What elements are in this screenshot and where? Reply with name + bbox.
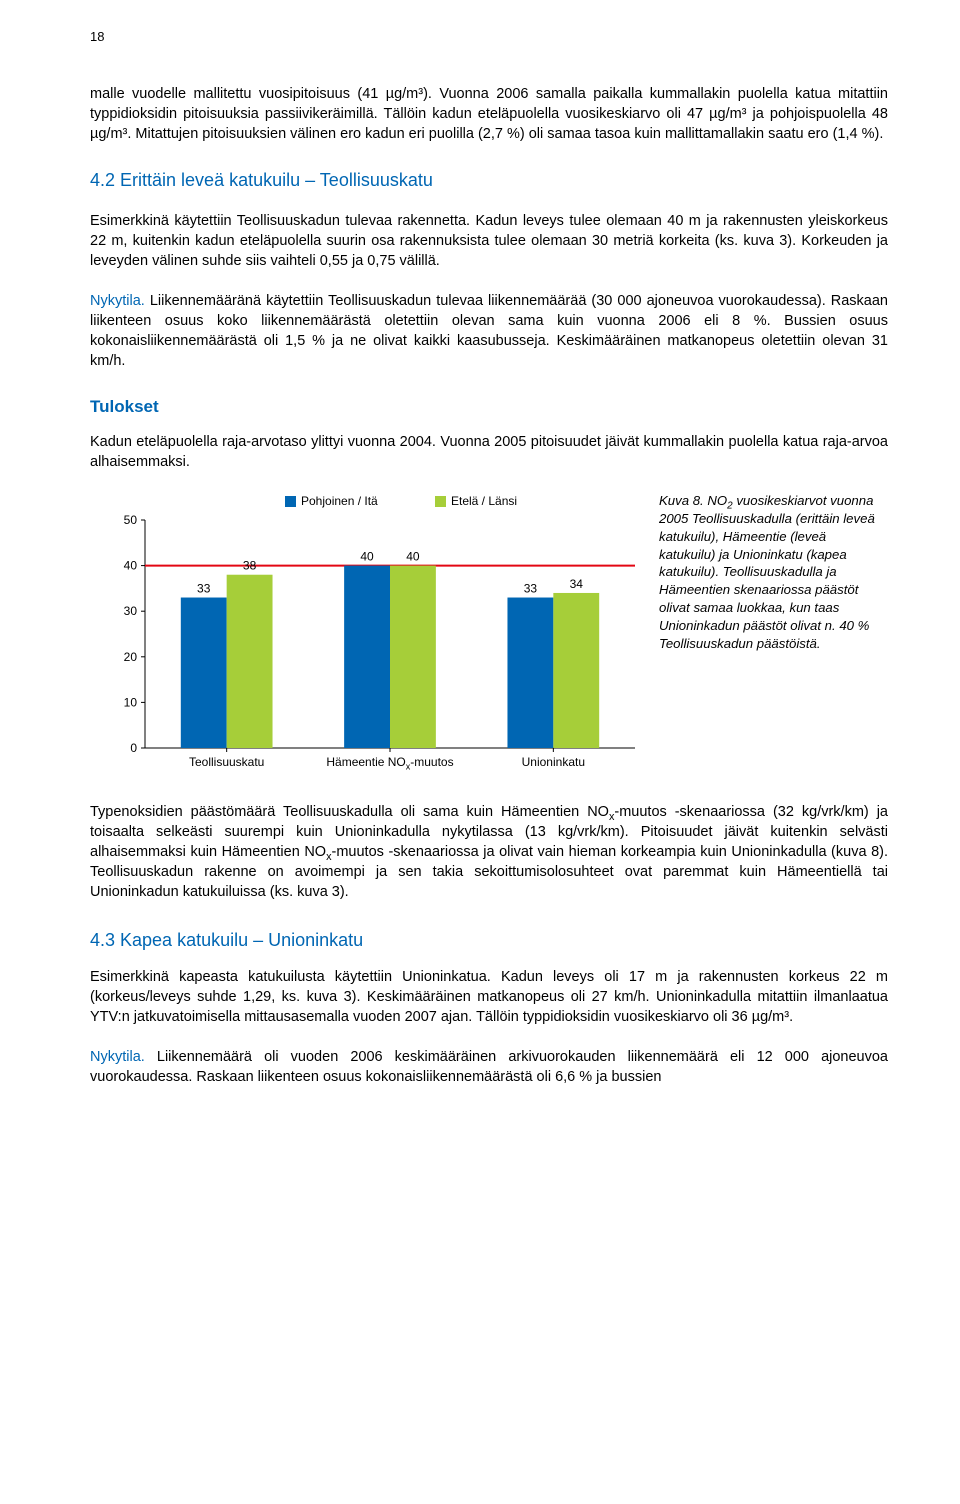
tulokset-heading: Tulokset (90, 395, 888, 418)
svg-text:0: 0 (130, 741, 137, 755)
chart-block: Pohjoinen / ItäEtelä / Länsi01020304050N… (90, 492, 888, 782)
svg-text:10: 10 (124, 696, 138, 710)
svg-text:30: 30 (124, 604, 138, 618)
svg-text:Etelä / Länsi: Etelä / Länsi (451, 494, 517, 508)
svg-text:Pohjoinen / Itä: Pohjoinen / Itä (301, 494, 378, 508)
section-4-3-title: 4.3 Kapea katukuilu – Unioninkatu (90, 928, 888, 953)
nykytila-lead-43: Nykytila. (90, 1049, 145, 1065)
paragraph-after-chart: Typenoksidien päästömäärä Teollisuuskadu… (90, 802, 888, 902)
paragraph-tulokset: Kadun eteläpuolella raja-arvotaso ylitty… (90, 432, 888, 472)
svg-text:20: 20 (124, 650, 138, 664)
svg-text:40: 40 (360, 550, 374, 564)
svg-text:40: 40 (406, 550, 420, 564)
figure-8-caption: Kuva 8. NO2 vuosikeskiarvot vuonna 2005 … (659, 492, 884, 652)
svg-text:40: 40 (124, 559, 138, 573)
svg-text:34: 34 (570, 577, 584, 591)
section-4-2-title: 4.2 Erittäin leveä katukuilu – Teollisuu… (90, 168, 888, 193)
nykytila-body: Liikennemääränä käytettiin Teollisuuskad… (90, 293, 888, 369)
bar-chart-no2: Pohjoinen / ItäEtelä / Länsi01020304050N… (90, 492, 645, 782)
paragraph-4-2-nykytila: Nykytila. Liikennemääränä käytettiin Teo… (90, 291, 888, 371)
nykytila-lead: Nykytila. (90, 293, 145, 309)
paragraph-intro: malle vuodelle mallitettu vuosipitoisuus… (90, 84, 888, 144)
svg-text:38: 38 (243, 559, 257, 573)
paragraph-4-3-nykytila: Nykytila. Liikennemäärä oli vuoden 2006 … (90, 1047, 888, 1087)
nykytila-body-43: Liikennemäärä oli vuoden 2006 keskimäärä… (90, 1049, 888, 1085)
svg-text:33: 33 (197, 582, 211, 596)
svg-text:33: 33 (524, 582, 538, 596)
page-number: 18 (90, 28, 888, 46)
paragraph-4-3-a: Esimerkkinä kapeasta katukuilusta käytet… (90, 967, 888, 1027)
paragraph-4-2-a: Esimerkkinä käytettiin Teollisuuskadun t… (90, 211, 888, 271)
